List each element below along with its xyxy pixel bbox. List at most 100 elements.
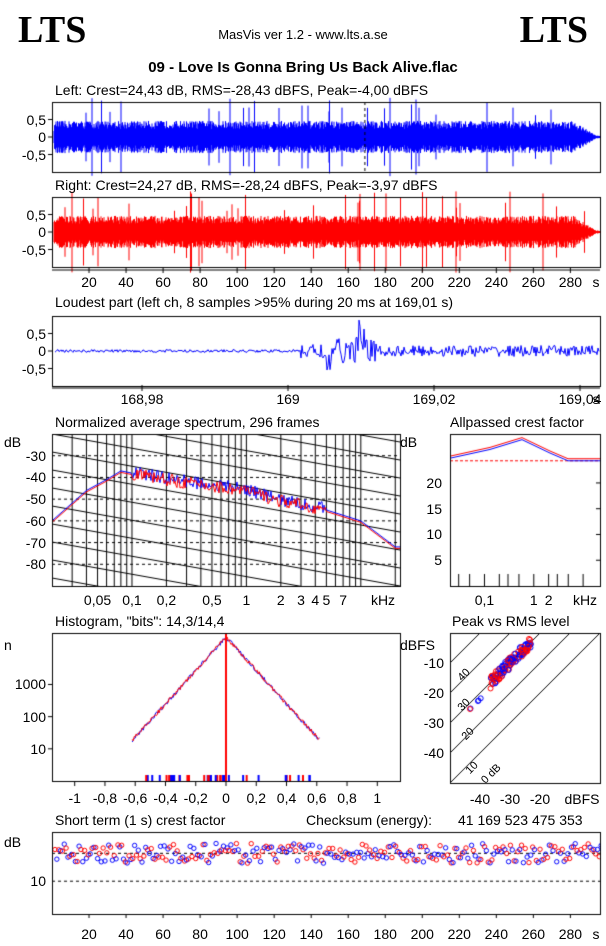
short-crest-xtick: 280 [558, 926, 583, 942]
histogram-ytick: 1000 [14, 676, 46, 693]
spectrum-xtick: 3 [297, 592, 305, 608]
wave-xtick: 220 [447, 274, 471, 290]
wave-right-ytick: -0,5 [21, 241, 46, 258]
histogram-xtick: 0,4 [276, 790, 297, 806]
peak-rms-xtick: -30 [499, 791, 521, 807]
wave-xtick: 260 [521, 274, 546, 290]
crest-xtick: 1 [529, 592, 538, 608]
histogram-ytick: 100 [22, 708, 46, 725]
wave-xtick: 120 [262, 274, 286, 290]
spectrum-ytick: -30 [25, 447, 46, 464]
crest-xtick: 0,1 [474, 592, 495, 608]
loudest-xtick: 169 [276, 391, 300, 407]
short-crest-title: Short term (1 s) crest factor [55, 812, 226, 828]
histogram-xtick: -1 [68, 790, 81, 806]
left-title: Left: Crest=24,43 dB, RMS=-28,43 dBFS, P… [55, 82, 429, 98]
short-crest-xtick: 100 [225, 926, 249, 942]
short-crest-xtick: 40 [118, 926, 134, 942]
loudest-ytick: 0,5 [26, 325, 46, 342]
crest-ytick: 5 [434, 552, 442, 569]
short-crest-xtick: 140 [299, 926, 323, 942]
histogram-xtick: 0,2 [246, 790, 266, 806]
wave-xtick: 100 [225, 274, 249, 290]
short-crest-ytick: 10 [30, 873, 46, 890]
wave-xtick: 180 [373, 274, 397, 290]
histogram-xtick: 0 [222, 790, 230, 806]
peak-rms-ytick: -20 [423, 685, 444, 701]
short-crest-xtick: 240 [484, 926, 508, 942]
spectrum-ytick: -60 [25, 512, 46, 529]
spectrum-xtick: 0,5 [202, 592, 222, 608]
short-crest-xtick: 120 [262, 926, 286, 942]
wave-left-ytick: 0,5 [26, 111, 46, 128]
crest-ylabel: dB [400, 434, 418, 450]
spectrum-title: Normalized average spectrum, 296 frames [55, 414, 320, 430]
crest-xunit: kHz [572, 592, 598, 608]
short-crest-xtick: 200 [410, 926, 434, 942]
short-crest-ylabel: dB [4, 834, 22, 850]
crest-ytick: 15 [426, 500, 442, 517]
wave-xunit: s [592, 274, 600, 290]
short-crest-xunit: s [592, 926, 600, 942]
spectrum-xtick: 0,1 [122, 592, 142, 608]
checksum-value: 41 169 523 475 353 [458, 812, 583, 828]
loudest-title: Loudest part (left ch, 8 samples >95% du… [55, 294, 454, 310]
spectrum-ytick: -70 [25, 534, 46, 551]
short-crest-xtick: 20 [81, 926, 97, 942]
short-crest-xtick: 260 [521, 926, 546, 942]
histogram-ytick: 10 [30, 740, 46, 757]
right-title: Right: Crest=24,27 dB, RMS=-28,24 dBFS, … [55, 177, 438, 193]
wave-xtick: 140 [299, 274, 323, 290]
checksum-label: Checksum (energy): [306, 812, 433, 828]
file-title: 09 - Love Is Gonna Bring Us Back Alive.f… [148, 59, 458, 76]
spectrum-ytick: -40 [25, 469, 46, 486]
spectrum-xtick: 5 [322, 592, 331, 608]
peak-rms-ylabel: dBFS [400, 637, 436, 653]
peak-rms-xtick: -20 [529, 791, 551, 807]
wave-xtick: 40 [118, 274, 134, 290]
histogram-xtick: 0,8 [337, 790, 357, 806]
spectrum-ytick: -50 [25, 491, 46, 508]
wave-left-ytick: 0 [38, 129, 46, 145]
spectrum-xtick: 0,05 [83, 592, 112, 608]
loudest-xtick: 169,02 [412, 391, 456, 407]
logo-left: LTS [18, 9, 87, 51]
loudest-ytick: -0,5 [21, 360, 46, 377]
spectrum-xtick: 2 [276, 592, 285, 608]
loudest-xtick: 168,98 [120, 391, 164, 407]
short-crest-xtick: 220 [447, 926, 471, 942]
histogram-xtick: -0,4 [153, 790, 178, 806]
wave-xtick: 160 [336, 274, 360, 290]
spectrum-xtick: 7 [339, 592, 347, 608]
histogram-title: Histogram, "bits": 14,3/14,4 [55, 613, 225, 629]
spectrum-xtick: 0,2 [156, 592, 177, 608]
loudest-xunit: s [592, 391, 600, 407]
crest-ytick: 10 [426, 526, 442, 543]
peak-rms-ytick: -10 [423, 655, 444, 671]
histogram-xtick: 0,6 [307, 790, 327, 806]
wave-right-ytick: 0 [38, 224, 46, 240]
wave-xtick: 80 [192, 274, 208, 290]
histogram-xtick: -0,6 [123, 790, 148, 806]
peak-rms-ytick: -30 [423, 715, 444, 731]
peak-rms-ytick: -40 [423, 745, 444, 761]
wave-xtick: 20 [81, 274, 97, 290]
peak-rms-title: Peak vs RMS level [452, 613, 570, 629]
crest-ytick: 20 [426, 474, 442, 491]
peak-rms-xunit: dBFS [564, 791, 600, 807]
histogram-xtick: -0,8 [92, 790, 118, 806]
peak-rms-xtick: -40 [469, 791, 491, 807]
logo-right: LTS [519, 9, 588, 51]
histogram-xtick: 1 [373, 790, 382, 806]
crest-title: Allpassed crest factor [450, 414, 584, 430]
short-crest-xtick: 80 [192, 926, 208, 942]
wave-xtick: 240 [484, 274, 508, 290]
short-crest-xtick: 180 [373, 926, 397, 942]
wave-right-ytick: 0,5 [26, 206, 46, 223]
loudest-ytick: 0 [38, 343, 46, 359]
spectrum-xtick: 1 [242, 592, 251, 608]
histogram-xtick: -0,2 [183, 790, 208, 806]
wave-xtick: 280 [558, 274, 583, 290]
crest-xtick: 2 [544, 592, 553, 608]
